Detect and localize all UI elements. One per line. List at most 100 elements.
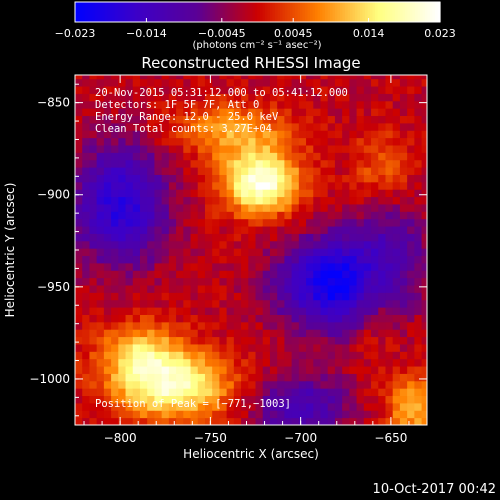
heatmap-cell: [103, 388, 112, 397]
heatmap-cell: [139, 314, 148, 323]
heatmap-cell: [371, 152, 379, 161]
heatmap-cell: [399, 248, 408, 257]
heatmap-cell: [82, 240, 90, 249]
heatmap-cell: [118, 270, 127, 279]
x-tick-label: −800: [104, 431, 137, 445]
colorbar-cell: [257, 2, 261, 22]
heatmap-cell: [118, 211, 127, 220]
heatmap-cell: [212, 417, 220, 425]
heatmap-cell: [204, 285, 213, 293]
heatmap-cell: [262, 218, 271, 227]
heatmap-cell: [183, 358, 192, 367]
colorbar-cell: [405, 2, 409, 22]
heatmap-cell: [392, 417, 401, 425]
colorbar-cell: [77, 2, 81, 22]
heatmap-cell: [204, 233, 213, 242]
heatmap-cell: [255, 248, 264, 257]
heatmap-cell: [212, 277, 220, 286]
heatmap-cell: [399, 329, 408, 338]
heatmap-cell: [342, 380, 350, 389]
heatmap-cell: [407, 122, 415, 131]
heatmap-cell: [392, 366, 401, 374]
heatmap-cell: [349, 380, 358, 389]
heatmap-cell: [183, 277, 192, 286]
heatmap-cell: [161, 395, 170, 404]
heatmap-cell: [269, 329, 278, 338]
heatmap-cell: [161, 277, 170, 286]
heatmap-cell: [313, 329, 321, 338]
heatmap-cell: [371, 226, 379, 234]
heatmap-cell: [349, 402, 358, 411]
heatmap-cell: [183, 108, 192, 117]
heatmap-cell: [147, 307, 155, 315]
heatmap-cell: [183, 292, 192, 301]
heatmap-cell: [306, 130, 314, 139]
heatmap-cell: [320, 343, 329, 352]
colorbar-cell: [285, 2, 289, 22]
heatmap-cell: [407, 395, 415, 404]
heatmap-cell: [363, 388, 372, 397]
heatmap-cell: [103, 145, 112, 153]
heatmap-cell: [342, 351, 350, 360]
heatmap-cell: [306, 174, 314, 183]
colorbar-cell: [342, 2, 346, 22]
heatmap-cell: [399, 189, 408, 198]
colorbar-cell: [157, 2, 161, 22]
heatmap-cell: [363, 321, 372, 330]
annotation-clean-counts: Clean Total counts: 3.27E+04: [95, 123, 272, 135]
heatmap-cell: [291, 262, 300, 271]
heatmap-cell: [298, 417, 307, 425]
heatmap-cell: [241, 410, 249, 419]
heatmap-cell: [349, 218, 358, 227]
heatmap-cell: [342, 299, 350, 308]
heatmap-cell: [399, 122, 408, 131]
heatmap-cell: [89, 233, 98, 242]
heatmap-cell: [255, 417, 264, 425]
heatmap-cell: [233, 336, 242, 345]
heatmap-cell: [421, 181, 427, 190]
heatmap-cell: [183, 100, 192, 109]
heatmap-cell: [407, 100, 415, 109]
heatmap-cell: [356, 122, 365, 131]
heatmap-cell: [378, 86, 386, 94]
heatmap-cell: [111, 388, 119, 397]
heatmap-cell: [212, 358, 220, 367]
heatmap-cell: [89, 255, 98, 264]
annotation-energy-range: Energy Range: 12.0 - 25.0 keV: [95, 111, 279, 123]
colorbar-cell: [85, 2, 89, 22]
heatmap-cell: [103, 108, 112, 117]
heatmap-cell: [407, 130, 415, 139]
heatmap-cell: [75, 240, 83, 249]
heatmap-cell: [190, 402, 199, 411]
heatmap-cell: [320, 196, 329, 205]
heatmap-cell: [103, 336, 112, 345]
heatmap-cell: [363, 130, 372, 139]
colorbar-cell: [220, 2, 224, 22]
heatmap-cell: [125, 108, 134, 117]
heatmap-cell: [320, 167, 329, 175]
heatmap-cell: [378, 373, 386, 382]
heatmap-cell: [233, 329, 242, 338]
heatmap-cell: [262, 75, 271, 80]
heatmap-cell: [277, 336, 285, 345]
heatmap-cell: [298, 366, 307, 374]
colorbar-cell: [272, 2, 276, 22]
heatmap-cell: [248, 152, 257, 161]
heatmap-cell: [212, 395, 220, 404]
heatmap-cell: [363, 314, 372, 323]
heatmap-cell: [176, 307, 184, 315]
heatmap-cell: [327, 410, 336, 419]
heatmap-cell: [371, 108, 379, 117]
heatmap-cell: [306, 417, 314, 425]
heatmap-cell: [313, 417, 321, 425]
heatmap-cell: [241, 388, 249, 397]
heatmap-cell: [269, 395, 278, 404]
heatmap-cell: [161, 189, 170, 198]
heatmap-cell: [356, 203, 365, 212]
heatmap-cell: [313, 240, 321, 249]
heatmap-cell: [204, 115, 213, 124]
heatmap-cell: [407, 373, 415, 382]
heatmap-cell: [306, 277, 314, 286]
heatmap-cell: [233, 248, 242, 257]
heatmap-cell: [219, 321, 228, 330]
